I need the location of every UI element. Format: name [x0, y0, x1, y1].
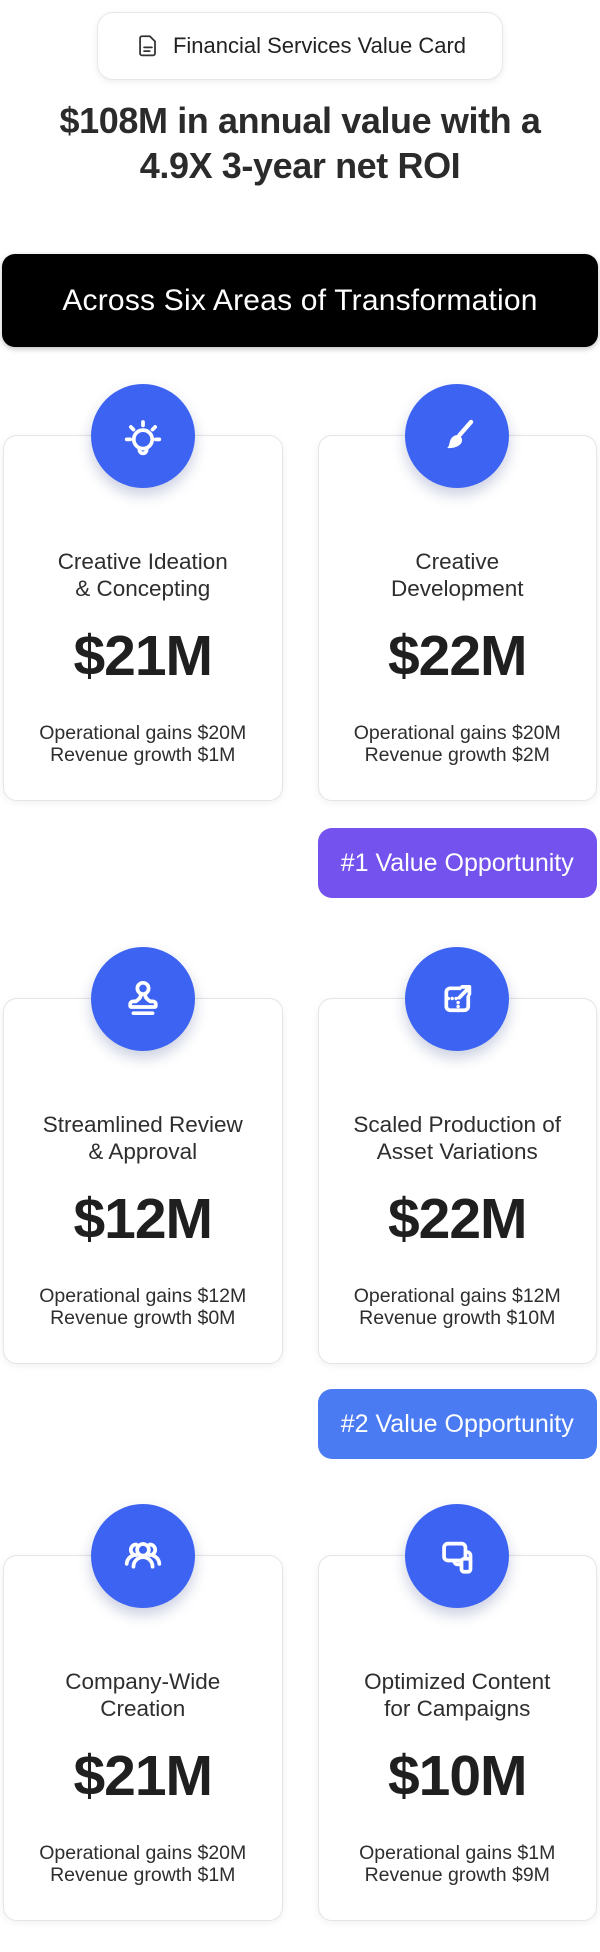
scale-export-icon [405, 947, 510, 1051]
card-details: Operational gains $20M Revenue growth $2M [353, 722, 561, 766]
people-icon [90, 1504, 195, 1608]
card-value: $12M [73, 1187, 213, 1251]
card-streamlined-review: Streamlined Review & Approval $12M Operat… [3, 947, 283, 1364]
card-details: Operational gains $20M Revenue growth $1M [39, 1842, 247, 1886]
card-creative-development: Creative Development $22M Operational gai… [317, 384, 597, 801]
card-title: Creative Development [390, 549, 524, 601]
value-opportunity-badge-2: #2 Value Opportunity [317, 1389, 597, 1459]
card-value: $21M [73, 624, 213, 688]
headline-rest-line1: in annual value with a [177, 100, 541, 141]
page: { "colors": { "accent_blue": "#3d63f2", … [0, 12, 600, 1952]
cards-row-3: Company-Wide Creation $21M Operational ga… [0, 1504, 600, 1921]
value-opportunity-badge-1-label: #1 Value Opportunity [340, 848, 574, 877]
card-title: Scaled Production of Asset Variations [353, 1112, 562, 1164]
document-icon [139, 35, 156, 57]
card-title: Streamlined Review & Approval [42, 1112, 243, 1164]
page-title: $108M in annual value with a 4.9X 3-year… [9, 98, 591, 188]
card-value: $22M [387, 624, 528, 688]
headline-highlight: $108M [59, 100, 168, 141]
card-optimized-content: Optimized Content for Campaigns $10M Oper… [317, 1504, 597, 1921]
stamp-icon [90, 947, 195, 1051]
card-details: Operational gains $12M Revenue growth $10… [353, 1285, 561, 1329]
value-opportunity-badge-2-label: #2 Value Opportunity [340, 1409, 574, 1438]
badge-row-1: #1 Value Opportunity [0, 828, 600, 898]
header-pill: Financial Services Value Card [97, 12, 503, 80]
card-details: Operational gains $12M Revenue growth $0M [39, 1285, 247, 1329]
paintbrush-icon [405, 384, 510, 488]
lightbulb-icon [90, 384, 195, 488]
value-opportunity-badge-1: #1 Value Opportunity [317, 828, 597, 898]
card-value: $22M [387, 1187, 528, 1251]
card-title: Optimized Content for Campaigns [364, 1669, 551, 1721]
card-creative-ideation: Creative Ideation & Concepting $21M Opera… [3, 384, 283, 801]
header-pill-label: Financial Services Value Card [172, 33, 467, 58]
section-banner: Across Six Areas of Transformation [2, 254, 598, 347]
headline-rest-line2: 4.9X 3-year net ROI [139, 145, 461, 186]
devices-icon [405, 1504, 510, 1608]
cards-row-2: Streamlined Review & Approval $12M Operat… [0, 947, 600, 1364]
card-title: Creative Ideation & Concepting [57, 549, 228, 601]
card-value: $21M [73, 1744, 213, 1808]
card-company-wide-creation: Company-Wide Creation $21M Operational ga… [3, 1504, 283, 1921]
card-details: Operational gains $20M Revenue growth $1M [39, 722, 247, 766]
card-value: $10M [387, 1744, 528, 1808]
cards-row-1: Creative Ideation & Concepting $21M Opera… [0, 384, 600, 801]
card-details: Operational gains $1M Revenue growth $9M [359, 1842, 556, 1886]
card-title: Company-Wide Creation [65, 1669, 221, 1721]
card-scaled-production: Scaled Production of Asset Variations $22… [317, 947, 597, 1364]
section-banner-label: Across Six Areas of Transformation [62, 283, 538, 317]
badge-row-2: #2 Value Opportunity [0, 1389, 600, 1459]
